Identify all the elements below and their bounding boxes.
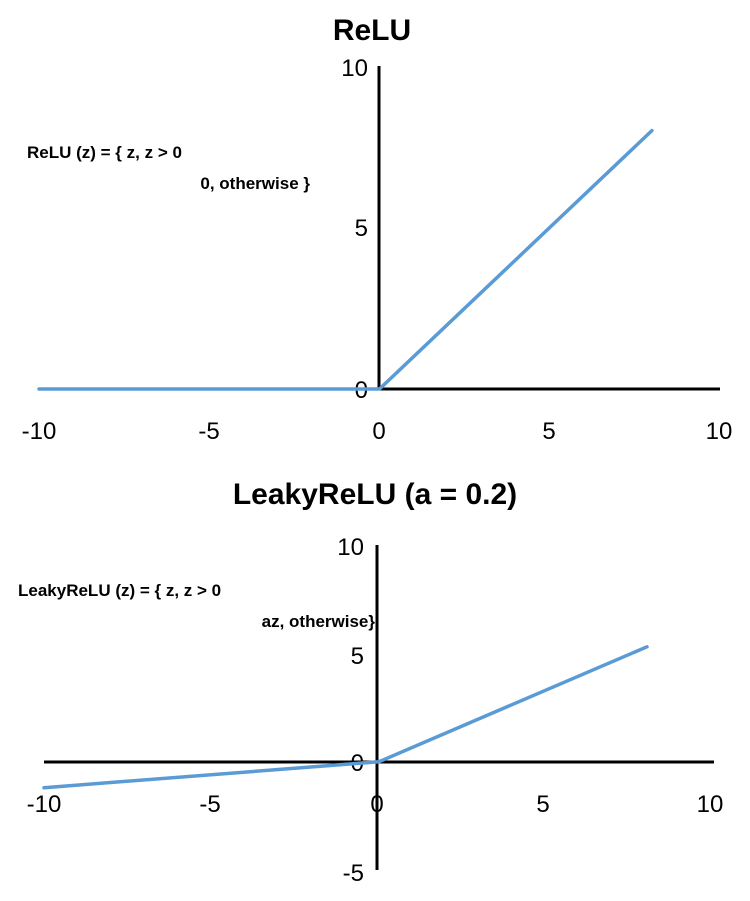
leakyrelu-x-tick-label: 0 <box>370 791 383 818</box>
relu-x-tick-label: 0 <box>372 418 385 445</box>
leakyrelu-chart: LeakyReLU (a = 0.2) 10 5 0 -5 -10 -5 0 5… <box>18 478 723 887</box>
leakyrelu-x-tick-label: 10 <box>697 791 724 818</box>
relu-equation-line-1: ReLU (z) = { z, z > 0 <box>27 143 182 162</box>
leakyrelu-x-tick-label: -5 <box>199 791 220 818</box>
relu-x-tick-label: 10 <box>706 418 733 445</box>
relu-y-tick-label: 5 <box>355 215 368 242</box>
leakyrelu-x-tick-label: 5 <box>536 791 549 818</box>
leakyrelu-y-tick-label: 10 <box>337 534 364 561</box>
relu-x-tick-label: -10 <box>22 418 57 445</box>
relu-chart-title: ReLU <box>333 14 411 47</box>
relu-equation-line-2: 0, otherwise } <box>200 174 310 193</box>
relu-series-line <box>37 128 654 391</box>
relu-chart: ReLU 10 5 0 -10 -5 0 5 10 ReLU (z) = { z… <box>22 14 733 445</box>
leakyrelu-y-tick-label: 5 <box>351 643 364 670</box>
relu-y-tick-label: 10 <box>341 55 368 82</box>
leakyrelu-equation-line-2: az, otherwise} <box>262 612 376 631</box>
leakyrelu-equation-line-1: LeakyReLU (z) = { z, z > 0 <box>18 581 221 600</box>
leakyrelu-series-line <box>42 645 649 790</box>
leakyrelu-x-tick-label: -10 <box>27 791 62 818</box>
relu-x-tick-label: 5 <box>542 418 555 445</box>
relu-x-tick-label: -5 <box>198 418 219 445</box>
leakyrelu-chart-title: LeakyReLU (a = 0.2) <box>233 478 517 511</box>
leakyrelu-y-tick-label: -5 <box>343 860 364 887</box>
